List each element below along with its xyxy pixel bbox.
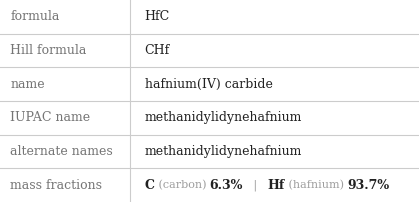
Text: 93.7%: 93.7% [347, 179, 389, 192]
Text: C: C [145, 179, 155, 192]
Text: (carbon): (carbon) [155, 180, 210, 190]
Text: Hf: Hf [268, 179, 285, 192]
Text: Hill formula: Hill formula [10, 44, 87, 57]
Text: hafnium(IV) carbide: hafnium(IV) carbide [145, 78, 272, 91]
Text: name: name [10, 78, 45, 91]
Text: CHf: CHf [145, 44, 170, 57]
Text: IUPAC name: IUPAC name [10, 111, 91, 124]
Text: (hafnium): (hafnium) [285, 180, 347, 190]
Text: methanidylidynehafnium: methanidylidynehafnium [145, 145, 302, 158]
Text: mass fractions: mass fractions [10, 179, 103, 192]
Text: 6.3%: 6.3% [210, 179, 243, 192]
Text: alternate names: alternate names [10, 145, 113, 158]
Text: formula: formula [10, 10, 60, 23]
Text: methanidylidynehafnium: methanidylidynehafnium [145, 111, 302, 124]
Text: |: | [243, 179, 268, 191]
Text: HfC: HfC [145, 10, 170, 23]
